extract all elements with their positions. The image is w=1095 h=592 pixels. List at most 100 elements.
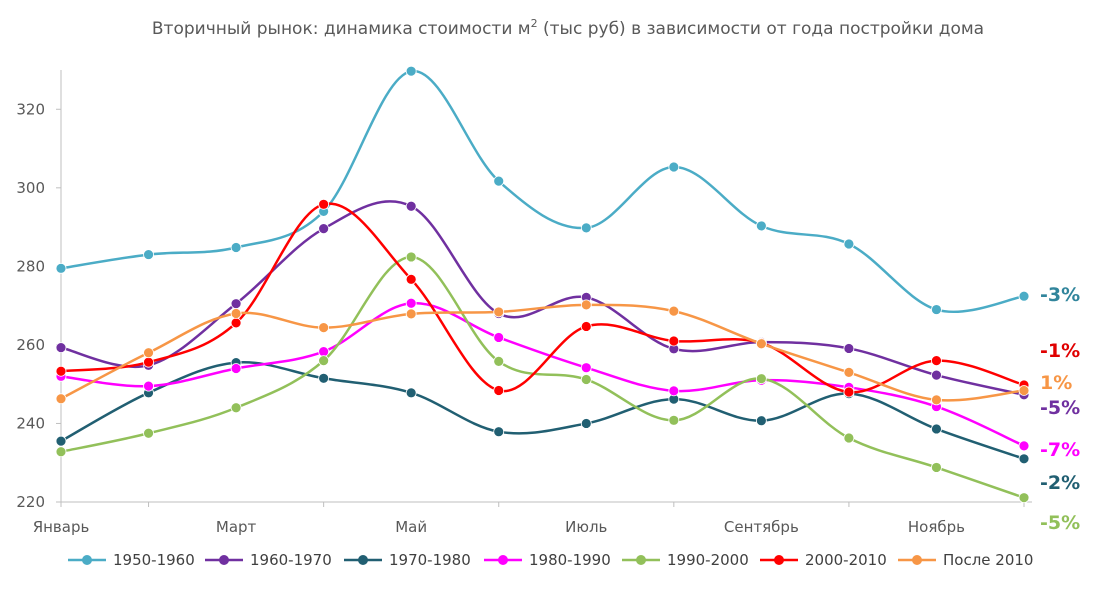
legend-swatch-marker <box>358 555 368 565</box>
legend-item: После 2010 <box>898 551 1033 569</box>
data-point <box>318 372 330 384</box>
series-line <box>60 303 1025 402</box>
legend-item: 1980-1990 <box>484 551 611 569</box>
series-line <box>60 361 1025 460</box>
data-point <box>931 369 942 381</box>
end-change-label: -3% <box>1040 284 1080 306</box>
data-point <box>230 242 242 253</box>
data-point <box>843 432 855 444</box>
data-point <box>143 427 154 439</box>
legend-label: 1950-1960 <box>113 551 195 569</box>
data-point <box>55 446 67 458</box>
data-point <box>405 65 417 77</box>
data-point <box>318 322 330 334</box>
data-point <box>668 305 680 317</box>
legend-swatch-marker <box>498 555 508 565</box>
series-1950-1960 <box>55 65 1030 315</box>
data-point <box>493 356 505 367</box>
axes: 220 240 260 280 300 320 Январь Март Май Июль Сентя… <box>16 70 1032 536</box>
data-point <box>493 426 505 438</box>
y-tick-label: 280 <box>16 257 45 275</box>
data-point <box>1018 453 1030 465</box>
chart-title-main: Вторичный рынок: динамика стоимости м <box>152 19 531 39</box>
data-point <box>755 338 767 350</box>
series-layer <box>55 65 1030 504</box>
legend-swatch-marker <box>219 555 229 565</box>
end-change-label: -7% <box>1040 439 1080 461</box>
data-point <box>493 385 505 396</box>
data-point <box>318 346 330 357</box>
legend-label: 1990-2000 <box>667 551 749 569</box>
data-point <box>55 365 67 377</box>
data-point <box>843 386 855 398</box>
data-point <box>668 335 680 347</box>
data-point <box>755 220 767 232</box>
end-change-label: -1% <box>1040 340 1080 362</box>
y-tick-label: 260 <box>16 336 45 354</box>
data-point <box>493 332 505 343</box>
legend-item: 1990-2000 <box>622 551 749 569</box>
data-point <box>143 356 154 368</box>
y-tick-label: 220 <box>16 493 45 511</box>
data-point <box>668 161 680 173</box>
data-point <box>143 347 154 359</box>
data-point <box>230 317 242 329</box>
series-После-2010 <box>55 299 1030 406</box>
legend-label: 1970-1980 <box>389 551 471 569</box>
data-point <box>1018 385 1030 396</box>
y-tick-label: 300 <box>16 179 45 197</box>
data-point <box>580 374 592 385</box>
data-point <box>230 298 242 310</box>
legend-item: 2000-2010 <box>760 551 887 569</box>
data-point <box>55 435 67 447</box>
data-point <box>55 342 67 354</box>
data-point <box>318 198 330 210</box>
series-2000-2010 <box>55 198 1030 398</box>
data-point <box>580 418 592 429</box>
end-labels: -3% -1% 1% -5% -7% -2% -5% <box>1040 284 1080 534</box>
data-point <box>931 355 942 367</box>
data-point <box>931 423 942 435</box>
legend-label: После 2010 <box>943 551 1033 569</box>
legend-swatch-marker <box>774 555 784 565</box>
series-line <box>60 302 1025 447</box>
legend-item: 1950-1960 <box>68 551 195 569</box>
data-point <box>931 462 942 473</box>
data-point <box>405 273 417 285</box>
legend-label: 2000-2010 <box>805 551 887 569</box>
data-point <box>318 223 330 235</box>
end-change-label: -2% <box>1040 472 1080 494</box>
data-point <box>493 175 505 187</box>
data-point <box>55 262 67 274</box>
x-tick-label: Март <box>216 518 257 536</box>
data-point <box>405 251 417 263</box>
legend-label: 1960-1970 <box>250 551 332 569</box>
x-tick-label: Ноябрь <box>908 518 965 536</box>
legend-swatch-marker <box>912 555 922 565</box>
legend-swatch-marker <box>82 555 92 565</box>
data-point <box>405 297 417 309</box>
data-point <box>405 200 417 212</box>
data-point <box>843 238 855 250</box>
x-tick-label: Январь <box>33 518 90 536</box>
data-point <box>931 394 942 406</box>
data-point <box>843 343 855 354</box>
legend-item: 1970-1980 <box>344 551 471 569</box>
data-point <box>755 373 767 385</box>
x-tick-label: Сентябрь <box>724 518 799 536</box>
end-change-label: -5% <box>1040 512 1080 534</box>
data-point <box>1018 290 1030 302</box>
data-point <box>230 363 242 374</box>
chart-title-sup: 2 <box>531 17 538 30</box>
data-point <box>668 385 680 397</box>
data-point <box>318 355 330 367</box>
data-point <box>405 387 417 399</box>
data-point <box>230 402 242 414</box>
data-point <box>755 415 767 427</box>
data-point <box>668 414 680 426</box>
legend-swatch-marker <box>636 555 646 565</box>
end-change-label: 1% <box>1040 372 1072 394</box>
data-point <box>55 393 67 405</box>
chart-title-rest: (тыс руб) в зависимости от года постройк… <box>538 19 985 39</box>
